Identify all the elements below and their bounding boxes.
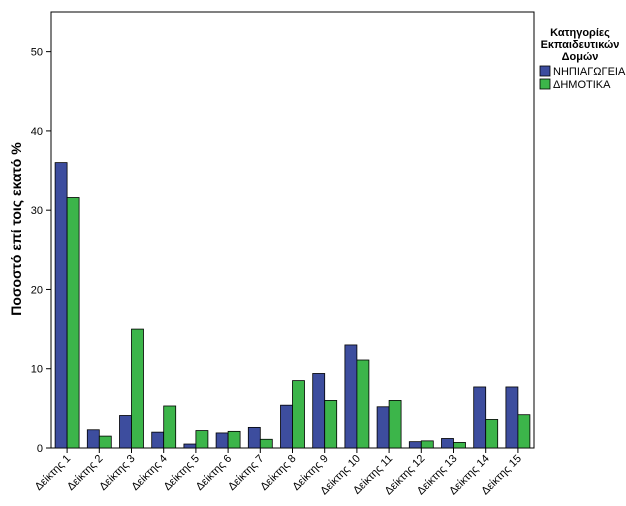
legend-swatch	[539, 65, 551, 77]
legend-swatch	[539, 78, 551, 90]
bar-dimotika	[259, 438, 273, 449]
bar-nipiagogeia	[215, 432, 229, 449]
bar-dimotika	[356, 359, 370, 449]
bar-dimotika	[131, 328, 144, 449]
y-tick-label: 50	[31, 47, 43, 59]
y-tick-label: 30	[31, 205, 43, 217]
bar-dimotika	[517, 414, 531, 449]
bar-dimotika	[292, 380, 305, 449]
legend-title: Εκπαιδευτικών	[541, 39, 620, 51]
bar-dimotika	[66, 197, 80, 449]
bar-nipiagogeia	[247, 426, 261, 449]
bar-nipiagogeia	[312, 373, 326, 449]
bar-nipiagogeia	[505, 386, 519, 449]
legend-title: Δομών	[562, 51, 599, 63]
bar-nipiagogeia	[376, 406, 390, 449]
bar-nipiagogeia	[119, 415, 132, 449]
bar-dimotika	[420, 440, 434, 449]
y-tick-label: 20	[31, 284, 43, 296]
y-tick-label: 40	[31, 126, 43, 138]
bar-nipiagogeia	[54, 162, 68, 449]
bar-dimotika	[388, 400, 402, 449]
bar-nipiagogeia	[183, 443, 197, 449]
bar-nipiagogeia	[473, 386, 487, 449]
bar-dimotika	[195, 430, 209, 449]
bar-nipiagogeia	[86, 429, 100, 449]
legend-label: ΔΗΜΟΤΙΚΑ	[553, 79, 611, 91]
y-axis: 0 10 20 30 40 50	[31, 47, 51, 455]
y-axis-label: Ποσοστό επί τοις εκατό %	[8, 142, 24, 316]
bar-dimotika	[163, 405, 177, 449]
bar-nipiagogeia	[280, 404, 293, 449]
bar-nipiagogeia	[344, 344, 358, 449]
bar-dimotika	[98, 435, 112, 449]
bar-dimotika	[453, 442, 466, 449]
legend-title: Κατηγορίες	[550, 27, 610, 39]
y-tick-label: 10	[31, 364, 43, 376]
bar-nipiagogeia	[408, 441, 422, 449]
y-tick-label: 0	[37, 443, 43, 455]
bar-nipiagogeia	[441, 438, 454, 449]
bars-group	[54, 162, 531, 449]
bar-dimotika	[227, 430, 241, 449]
legend-label: ΝΗΠΙΑΓΩΓΕΙΑ	[553, 66, 626, 78]
bar-dimotika	[324, 400, 338, 449]
bar-dimotika	[485, 419, 499, 449]
bar-nipiagogeia	[151, 431, 165, 449]
